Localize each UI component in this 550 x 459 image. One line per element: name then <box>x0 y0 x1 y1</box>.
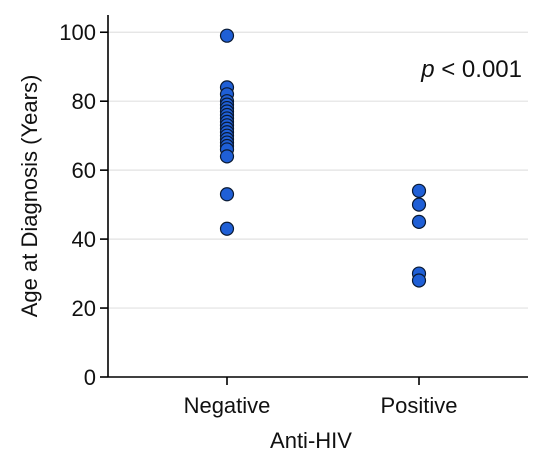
x-ticks: Negative Positive <box>184 377 458 418</box>
axes <box>107 15 528 378</box>
p-value-text: < 0.001 <box>435 56 522 83</box>
y-tick-label: 100 <box>59 20 96 45</box>
data-point <box>411 214 427 229</box>
grid-lines <box>108 31 528 309</box>
data-points <box>219 28 427 288</box>
x-axis-title: Anti-HIV <box>270 428 352 453</box>
data-point <box>411 183 427 198</box>
y-tick-label: 0 <box>84 365 96 390</box>
y-tick-label: 80 <box>72 89 96 114</box>
x-tick-label: Negative <box>184 393 271 418</box>
y-axis-title: Age at Diagnosis (Years) <box>17 75 42 318</box>
data-point <box>219 221 235 236</box>
data-point <box>411 273 427 288</box>
p-value-annotation: p < 0.001 <box>420 56 522 83</box>
data-point <box>219 28 235 43</box>
data-point <box>219 187 235 202</box>
y-tick-label: 60 <box>72 158 96 183</box>
data-point <box>411 197 427 212</box>
y-tick-label: 40 <box>72 227 96 252</box>
p-symbol: p <box>420 56 434 83</box>
data-point <box>219 149 235 164</box>
y-ticks: 0 20 40 60 80 100 <box>59 20 108 390</box>
y-tick-label: 20 <box>72 296 96 321</box>
x-tick-label: Positive <box>380 393 457 418</box>
